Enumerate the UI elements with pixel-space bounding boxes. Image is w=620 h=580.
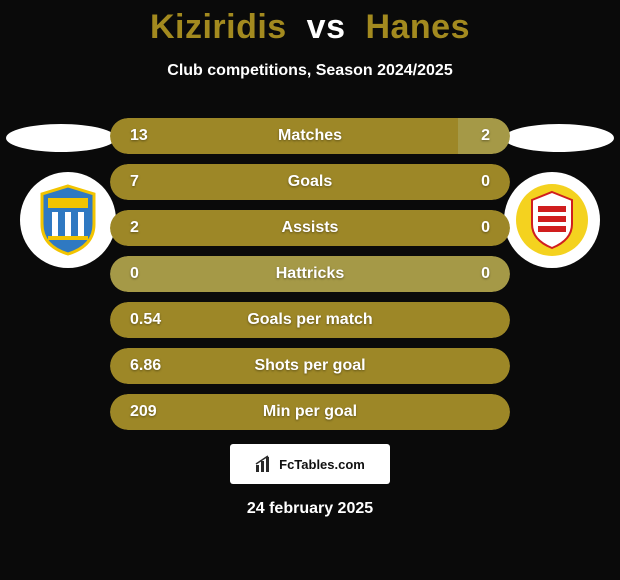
stat-value-left: 0: [130, 265, 168, 283]
stat-value-left: 7: [130, 173, 168, 191]
stat-value-right: 0: [452, 265, 490, 283]
stat-value-left: 2: [130, 219, 168, 237]
stat-bar: 2Assists0: [110, 210, 510, 246]
player1-club-badge: [20, 172, 116, 268]
stat-label: Goals: [168, 173, 452, 191]
chart-icon: [255, 455, 273, 473]
stat-label: Goals per match: [168, 311, 452, 329]
stat-value-right: 0: [452, 173, 490, 191]
stat-value-right: 2: [452, 127, 490, 145]
stat-value-left: 0.54: [130, 311, 168, 329]
stat-value-left: 6.86: [130, 357, 168, 375]
stat-bar: 0Hattricks0: [110, 256, 510, 292]
player1-name: Kiziridis: [150, 8, 287, 46]
stat-bar: 6.86Shots per goal: [110, 348, 510, 384]
stat-label: Shots per goal: [168, 357, 452, 375]
player2-base-ellipse: [504, 124, 614, 152]
stat-bar: 0.54Goals per match: [110, 302, 510, 338]
stat-label: Min per goal: [168, 403, 452, 421]
stat-bar: 13Matches2: [110, 118, 510, 154]
source-brand-text: FcTables.com: [279, 457, 365, 472]
source-brand-box: FcTables.com: [230, 444, 390, 484]
comparison-title: Kiziridis vs Hanes: [0, 8, 620, 47]
club-badge-left-icon: [28, 180, 108, 260]
versus-text: vs: [307, 8, 346, 46]
stat-label: Matches: [168, 127, 452, 145]
comparison-bars: 13Matches27Goals02Assists00Hattricks00.5…: [110, 118, 510, 430]
stat-label: Assists: [168, 219, 452, 237]
subtitle: Club competitions, Season 2024/2025: [0, 62, 620, 80]
stat-value-left: 209: [130, 403, 168, 421]
player2-club-badge: [504, 172, 600, 268]
stat-label: Hattricks: [168, 265, 452, 283]
club-badge-right-icon: [512, 180, 592, 260]
stat-bar: 7Goals0: [110, 164, 510, 200]
player1-base-ellipse: [6, 124, 116, 152]
stat-value-left: 13: [130, 127, 168, 145]
stat-value-right: 0: [452, 219, 490, 237]
date-text: 24 february 2025: [0, 500, 620, 518]
stat-bar: 209Min per goal: [110, 394, 510, 430]
player2-name: Hanes: [365, 8, 470, 46]
